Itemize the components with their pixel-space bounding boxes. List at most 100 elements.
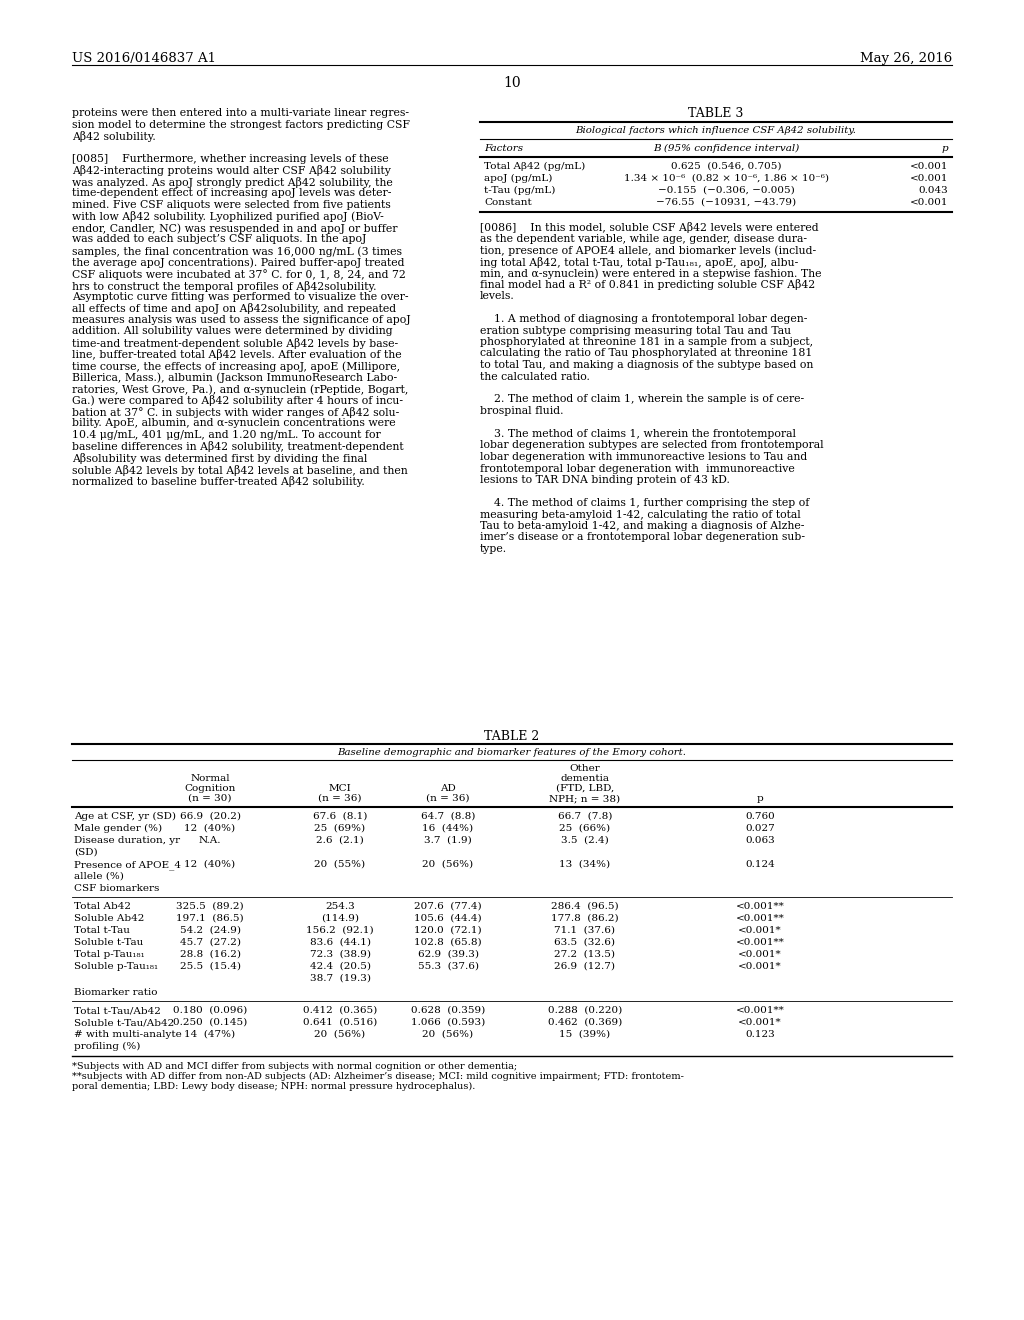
Text: (n = 36): (n = 36) bbox=[318, 795, 361, 803]
Text: samples, the final concentration was 16,000 ng/mL (3 times: samples, the final concentration was 16,… bbox=[72, 246, 402, 256]
Text: time course, the effects of increasing apoJ, apoE (Millipore,: time course, the effects of increasing a… bbox=[72, 360, 400, 371]
Text: (n = 30): (n = 30) bbox=[188, 795, 231, 803]
Text: *Subjects with AD and MCI differ from subjects with normal cognition or other de: *Subjects with AD and MCI differ from su… bbox=[72, 1063, 517, 1071]
Text: frontotemporal lobar degeneration with  immunoreactive: frontotemporal lobar degeneration with i… bbox=[480, 463, 795, 474]
Text: 20  (56%): 20 (56%) bbox=[423, 1030, 473, 1039]
Text: endor, Candler, NC) was resuspended in and apoJ or buffer: endor, Candler, NC) was resuspended in a… bbox=[72, 223, 397, 234]
Text: calculating the ratio of Tau phosphorylated at threonine 181: calculating the ratio of Tau phosphoryla… bbox=[480, 348, 812, 359]
Text: <0.001*: <0.001* bbox=[738, 950, 781, 960]
Text: the calculated ratio.: the calculated ratio. bbox=[480, 371, 590, 381]
Text: hrs to construct the temporal profiles of Aβ42solubility.: hrs to construct the temporal profiles o… bbox=[72, 281, 377, 292]
Text: 4. The method of claims 1, further comprising the step of: 4. The method of claims 1, further compr… bbox=[480, 498, 809, 508]
Text: phosphorylated at threonine 181 in a sample from a subject,: phosphorylated at threonine 181 in a sam… bbox=[480, 337, 813, 347]
Text: 26.9  (12.7): 26.9 (12.7) bbox=[555, 962, 615, 972]
Text: 0.625  (0.546, 0.705): 0.625 (0.546, 0.705) bbox=[671, 162, 781, 172]
Text: 20  (56%): 20 (56%) bbox=[314, 1030, 366, 1039]
Text: 66.9  (20.2): 66.9 (20.2) bbox=[179, 812, 241, 821]
Text: 3.7  (1.9): 3.7 (1.9) bbox=[424, 836, 472, 845]
Text: 15  (39%): 15 (39%) bbox=[559, 1030, 610, 1039]
Text: 2. The method of claim 1, wherein the sample is of cere-: 2. The method of claim 1, wherein the sa… bbox=[480, 395, 804, 404]
Text: apoJ (pg/mL): apoJ (pg/mL) bbox=[484, 174, 552, 183]
Text: was added to each subject’s CSF aliquots. In the apoJ: was added to each subject’s CSF aliquots… bbox=[72, 235, 367, 244]
Text: 42.4  (20.5): 42.4 (20.5) bbox=[309, 962, 371, 972]
Text: **subjects with AD differ from non-AD subjects (AD: Alzheimer’s disease; MCI: mi: **subjects with AD differ from non-AD su… bbox=[72, 1072, 684, 1081]
Text: 66.7  (7.8): 66.7 (7.8) bbox=[558, 812, 612, 821]
Text: 12  (40%): 12 (40%) bbox=[184, 824, 236, 833]
Text: with low Aβ42 solubility. Lyophilized purified apoJ (BioV-: with low Aβ42 solubility. Lyophilized pu… bbox=[72, 211, 384, 223]
Text: 0.288  (0.220): 0.288 (0.220) bbox=[548, 1006, 623, 1015]
Text: 1.34 × 10⁻⁶  (0.82 × 10⁻⁶, 1.86 × 10⁻⁶): 1.34 × 10⁻⁶ (0.82 × 10⁻⁶, 1.86 × 10⁻⁶) bbox=[624, 174, 828, 183]
Text: 25  (69%): 25 (69%) bbox=[314, 824, 366, 833]
Text: Total p-Tau₁₈₁: Total p-Tau₁₈₁ bbox=[74, 950, 144, 960]
Text: <0.001: <0.001 bbox=[909, 174, 948, 183]
Text: 286.4  (96.5): 286.4 (96.5) bbox=[551, 902, 618, 911]
Text: levels.: levels. bbox=[480, 290, 515, 301]
Text: Asymptotic curve fitting was performed to visualize the over-: Asymptotic curve fitting was performed t… bbox=[72, 292, 409, 302]
Text: TABLE 3: TABLE 3 bbox=[688, 107, 743, 120]
Text: Age at CSF, yr (SD): Age at CSF, yr (SD) bbox=[74, 812, 176, 821]
Text: May 26, 2016: May 26, 2016 bbox=[860, 51, 952, 65]
Text: Soluble t-Tau/Ab42: Soluble t-Tau/Ab42 bbox=[74, 1018, 174, 1027]
Text: [0085]    Furthermore, whether increasing levels of these: [0085] Furthermore, whether increasing l… bbox=[72, 154, 389, 164]
Text: 54.2  (24.9): 54.2 (24.9) bbox=[179, 927, 241, 935]
Text: 0.462  (0.369): 0.462 (0.369) bbox=[548, 1018, 623, 1027]
Text: p: p bbox=[941, 144, 948, 153]
Text: CSF biomarkers: CSF biomarkers bbox=[74, 884, 160, 894]
Text: proteins were then entered into a multi-variate linear regres-: proteins were then entered into a multi-… bbox=[72, 108, 409, 117]
Text: measuring beta-amyloid 1-42, calculating the ratio of total: measuring beta-amyloid 1-42, calculating… bbox=[480, 510, 801, 520]
Text: 0.760: 0.760 bbox=[745, 812, 775, 821]
Text: Presence of APOE_4: Presence of APOE_4 bbox=[74, 861, 181, 870]
Text: 38.7  (19.3): 38.7 (19.3) bbox=[309, 974, 371, 983]
Text: 197.1  (86.5): 197.1 (86.5) bbox=[176, 913, 244, 923]
Text: line, buffer-treated total Aβ42 levels. After evaluation of the: line, buffer-treated total Aβ42 levels. … bbox=[72, 350, 401, 360]
Text: lesions to TAR DNA binding protein of 43 kD.: lesions to TAR DNA binding protein of 43… bbox=[480, 475, 730, 484]
Text: 10.4 μg/mL, 401 μg/mL, and 1.20 ng/mL. To account for: 10.4 μg/mL, 401 μg/mL, and 1.20 ng/mL. T… bbox=[72, 430, 381, 440]
Text: 20  (55%): 20 (55%) bbox=[314, 861, 366, 869]
Text: allele (%): allele (%) bbox=[74, 873, 124, 880]
Text: <0.001**: <0.001** bbox=[735, 939, 784, 946]
Text: 25.5  (15.4): 25.5 (15.4) bbox=[179, 962, 241, 972]
Text: Total t-Tau/Ab42: Total t-Tau/Ab42 bbox=[74, 1006, 161, 1015]
Text: (SD): (SD) bbox=[74, 847, 97, 857]
Text: Ga.) were compared to Aβ42 solubility after 4 hours of incu-: Ga.) were compared to Aβ42 solubility af… bbox=[72, 396, 403, 407]
Text: <0.001**: <0.001** bbox=[735, 913, 784, 923]
Text: Soluble t-Tau: Soluble t-Tau bbox=[74, 939, 143, 946]
Text: N.A.: N.A. bbox=[199, 836, 221, 845]
Text: Billerica, Mass.), albumin (Jackson ImmunoResearch Labo-: Billerica, Mass.), albumin (Jackson Immu… bbox=[72, 372, 397, 383]
Text: imer’s disease or a frontotemporal lobar degeneration sub-: imer’s disease or a frontotemporal lobar… bbox=[480, 532, 805, 543]
Text: Other: Other bbox=[569, 764, 600, 774]
Text: 120.0  (72.1): 120.0 (72.1) bbox=[414, 927, 482, 935]
Text: 45.7  (27.2): 45.7 (27.2) bbox=[179, 939, 241, 946]
Text: (FTD, LBD,: (FTD, LBD, bbox=[556, 784, 614, 793]
Text: Cognition: Cognition bbox=[184, 784, 236, 793]
Text: 72.3  (38.9): 72.3 (38.9) bbox=[309, 950, 371, 960]
Text: 64.7  (8.8): 64.7 (8.8) bbox=[421, 812, 475, 821]
Text: 325.5  (89.2): 325.5 (89.2) bbox=[176, 902, 244, 911]
Text: poral dementia; LBD: Lewy body disease; NPH: normal pressure hydrocephalus).: poral dementia; LBD: Lewy body disease; … bbox=[72, 1082, 475, 1092]
Text: addition. All solubility values were determined by dividing: addition. All solubility values were det… bbox=[72, 326, 392, 337]
Text: Baseline demographic and biomarker features of the Emory cohort.: Baseline demographic and biomarker featu… bbox=[338, 748, 686, 756]
Text: 0.250  (0.145): 0.250 (0.145) bbox=[173, 1018, 247, 1027]
Text: Total Aβ42 (pg/mL): Total Aβ42 (pg/mL) bbox=[484, 162, 586, 172]
Text: US 2016/0146837 A1: US 2016/0146837 A1 bbox=[72, 51, 216, 65]
Text: Biological factors which influence CSF Aβ42 solubility.: Biological factors which influence CSF A… bbox=[575, 125, 856, 135]
Text: the average apoJ concentrations). Paired buffer-apoJ treated: the average apoJ concentrations). Paired… bbox=[72, 257, 404, 268]
Text: soluble Aβ42 levels by total Aβ42 levels at baseline, and then: soluble Aβ42 levels by total Aβ42 levels… bbox=[72, 465, 408, 475]
Text: 12  (40%): 12 (40%) bbox=[184, 861, 236, 869]
Text: 1.066  (0.593): 1.066 (0.593) bbox=[411, 1018, 485, 1027]
Text: 0.043: 0.043 bbox=[919, 186, 948, 195]
Text: <0.001: <0.001 bbox=[909, 198, 948, 207]
Text: CSF aliquots were incubated at 37° C. for 0, 1, 8, 24, and 72: CSF aliquots were incubated at 37° C. fo… bbox=[72, 269, 406, 280]
Text: time-and treatment-dependent soluble Aβ42 levels by base-: time-and treatment-dependent soluble Aβ4… bbox=[72, 338, 398, 348]
Text: final model had a R² of 0.841 in predicting soluble CSF Aβ42: final model had a R² of 0.841 in predict… bbox=[480, 280, 815, 290]
Text: Biomarker ratio: Biomarker ratio bbox=[74, 987, 158, 997]
Text: 3.5  (2.4): 3.5 (2.4) bbox=[561, 836, 609, 845]
Text: <0.001*: <0.001* bbox=[738, 1018, 781, 1027]
Text: Constant: Constant bbox=[484, 198, 531, 207]
Text: 0.628  (0.359): 0.628 (0.359) bbox=[411, 1006, 485, 1015]
Text: 207.6  (77.4): 207.6 (77.4) bbox=[414, 902, 482, 911]
Text: Aβsolubility was determined first by dividing the final: Aβsolubility was determined first by div… bbox=[72, 453, 368, 465]
Text: 20  (56%): 20 (56%) bbox=[423, 861, 473, 869]
Text: Soluble Ab42: Soluble Ab42 bbox=[74, 913, 144, 923]
Text: 0.124: 0.124 bbox=[745, 861, 775, 869]
